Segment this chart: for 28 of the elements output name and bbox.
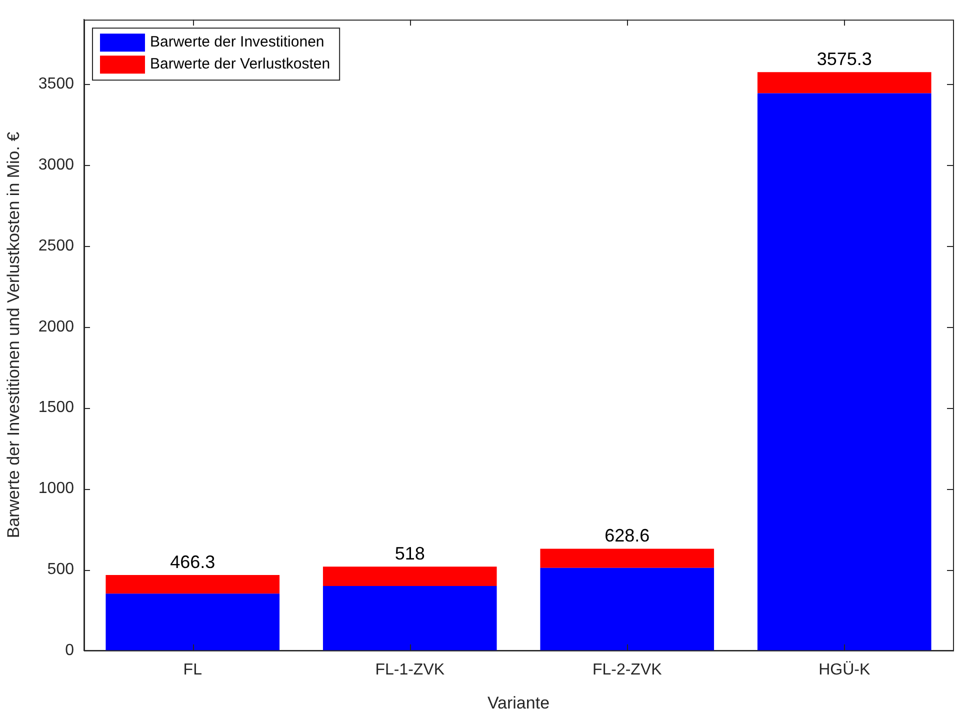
bar <box>757 72 932 94</box>
bar <box>322 566 497 586</box>
y-tick-label: 500 <box>47 560 74 578</box>
total-label: 3575.3 <box>816 49 872 70</box>
total-label: 628.6 <box>604 526 650 546</box>
bar <box>540 568 714 650</box>
y-tick-label: 2500 <box>38 237 74 254</box>
bar <box>322 586 497 650</box>
legend-label: Barwerte der Investitionen <box>150 34 324 51</box>
bar <box>757 93 932 650</box>
total-label: 466.3 <box>170 552 216 572</box>
x-tick-label: FL <box>183 661 202 678</box>
y-tick-label: 3500 <box>38 76 74 93</box>
y-axis-title: Barwerte der Investitionen und Verlustkosten in Mio. € <box>4 131 23 538</box>
total-label: 518 <box>394 544 425 564</box>
x-tick-label: HGÜ-K <box>818 660 870 678</box>
y-tick-label: 1000 <box>38 480 74 498</box>
bar <box>106 594 280 650</box>
x-tick-label: FL-2-ZVK <box>592 661 662 678</box>
x-tick-label: FL-1-ZVK <box>375 661 445 678</box>
x-axis-title: Variante <box>487 693 550 712</box>
y-tick-label: 3000 <box>38 156 74 174</box>
y-tick-label: 0 <box>65 642 74 659</box>
bar <box>106 574 280 594</box>
y-tick-label: 2000 <box>38 318 74 336</box>
legend-label: Barwerte der Verlustkosten <box>150 56 330 73</box>
y-tick-label: 1500 <box>38 399 74 416</box>
bar <box>540 548 714 568</box>
